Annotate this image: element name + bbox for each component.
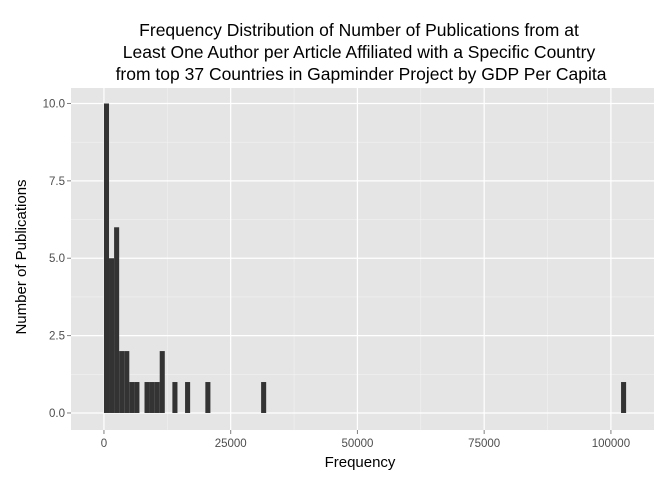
histogram-bar [114,227,120,413]
histogram-bar [129,382,135,413]
y-axis-title: Number of Publications [13,179,30,334]
histogram-bar [154,382,160,413]
histogram-bar [109,258,115,413]
histogram-bars [103,103,627,413]
chart-title-line-2: Least One Author per Article Affiliated … [123,42,596,62]
histogram-bar [124,351,130,413]
y-tick-label: 10.0 [43,98,65,110]
plot-panel [71,88,654,430]
histogram-bar [159,351,165,413]
x-axis-title: Frequency [325,454,396,471]
histogram-bar [185,382,191,413]
histogram-bar [119,351,125,413]
histogram-bar [144,382,150,413]
chart-title-line-3: from top 37 Countries in Gapminder Proje… [116,64,607,84]
histogram-bar [205,382,211,413]
y-tick-label: 5.0 [49,253,65,265]
histogram-bar [149,382,155,413]
chart-title-line-1: Frequency Distribution of Number of Publ… [139,20,579,40]
histogram-bar [172,382,178,413]
x-tick-label: 25000 [215,438,247,450]
histogram-bar [261,382,267,413]
histogram-bar [621,382,627,413]
x-axis: 0 25000 50000 75000 100000 [101,430,630,450]
y-tick-label: 7.5 [49,176,65,188]
histogram-bar [134,382,140,413]
major-gridlines [71,88,654,430]
y-tick-label: 2.5 [49,331,65,343]
chart-title: Frequency Distribution of Number of Publ… [116,20,607,84]
minor-gridlines [71,88,654,430]
x-tick-label: 50000 [341,438,373,450]
histogram-bar [103,103,110,413]
x-tick-label: 100000 [592,438,630,450]
y-tick-label: 0.0 [49,408,65,420]
x-tick-label: 75000 [468,438,500,450]
x-tick-label: 0 [101,438,107,450]
y-axis: 0.0 2.5 5.0 7.5 10.0 [43,98,71,420]
